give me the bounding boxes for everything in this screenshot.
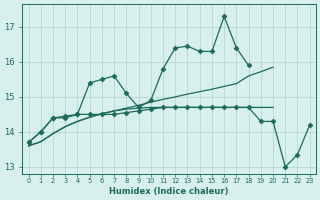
X-axis label: Humidex (Indice chaleur): Humidex (Indice chaleur): [109, 187, 229, 196]
